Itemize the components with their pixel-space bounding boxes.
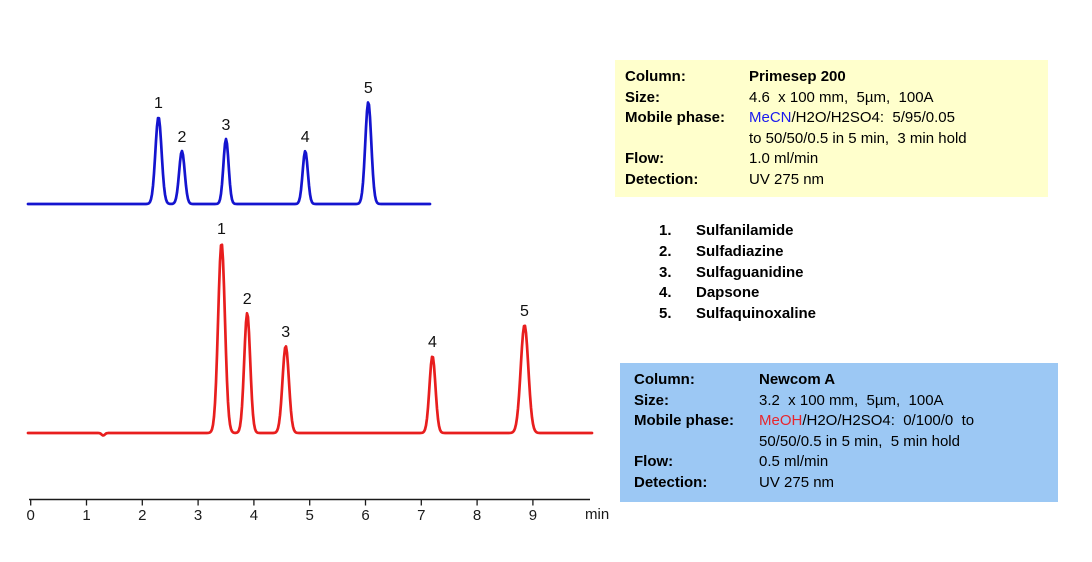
field-value-segment: UV 275 nm — [759, 473, 835, 491]
compound-item: 4. Dapsone — [659, 283, 816, 304]
info-row: Detection: UV 275 nm — [625, 170, 1038, 191]
trace-primesep-blue — [26, 101, 432, 206]
compound-number: 3. — [659, 263, 672, 281]
field-value-segment: Primesep 200 — [749, 68, 846, 85]
info-row: Flow: 0.5 ml/min — [634, 452, 1048, 473]
field-value-segment: 0.5 ml/min — [759, 453, 829, 470]
peak-label: 1 — [217, 221, 226, 238]
peak-label: 3 — [222, 117, 231, 134]
compound-item: 1. Sulfanilamide — [659, 221, 816, 242]
field-value-segment: UV 275 nm — [749, 170, 825, 188]
info-row: Column: Newcom A — [634, 370, 1048, 391]
peak-label: 5 — [520, 303, 529, 320]
peak-label: 1 — [154, 95, 163, 112]
field-label: Mobile phase: — [625, 109, 726, 126]
compound-list: 1. Sulfanilamide 2. Sulfadiazine 3. Sulfaguan… — [659, 221, 816, 325]
field-value-segment: MeOH — [759, 412, 803, 429]
peak-label: 4 — [301, 129, 310, 146]
field-value-line: 0.5 ml/min — [759, 452, 1048, 473]
field-value-line: UV 275 nm — [749, 170, 1038, 191]
field-label: Detection: — [625, 170, 699, 188]
compound-item: 5. Sulfaquinoxaline — [659, 304, 816, 325]
field-value-line: 1.0 ml/min — [749, 149, 1038, 170]
field-value: 4.6 x 100 mm, 5µm, 100A — [749, 88, 1038, 109]
info-row: Size: 3.2 x 100 mm, 5µm, 100A — [634, 391, 1048, 412]
x-axis-tick-label: 5 — [306, 507, 314, 524]
info-row: Mobile phase: MeOH/H2O/H2SO4: 0/100/0 to 5… — [634, 411, 1048, 452]
field-value-line: 50/50/0.5 in 5 min, 5 min hold — [759, 432, 1048, 453]
infobox-newcom-a: Column: Newcom A Size: 3.2 x 100 mm, 5µm, 1… — [620, 363, 1058, 502]
compound-number: 5. — [659, 305, 672, 323]
field-value-line: to 50/50/0.5 in 5 min, 3 min hold — [749, 129, 1038, 150]
field-value-segment: MeCN — [749, 109, 792, 126]
compound-number: 1. — [659, 222, 672, 239]
info-row: Size: 4.6 x 100 mm, 5µm, 100A — [625, 88, 1038, 109]
field-value: MeOH/H2O/H2SO4: 0/100/0 to 50/50/0.5 in 5… — [759, 411, 1048, 452]
info-row: Mobile phase: MeCN/H2O/H2SO4: 5/95/0.05 to… — [625, 108, 1038, 149]
x-axis-tick-label: 4 — [250, 507, 258, 524]
field-value-line: UV 275 nm — [759, 473, 1048, 494]
field-value-line: 3.2 x 100 mm, 5µm, 100A — [759, 391, 1048, 412]
compound-name: Dapsone — [696, 284, 760, 302]
field-value-segment: Newcom A — [759, 371, 836, 388]
field-value-line: MeCN/H2O/H2SO4: 5/95/0.05 — [749, 108, 1038, 129]
compound-number: 4. — [659, 284, 672, 302]
field-label: Flow: — [634, 453, 674, 470]
field-label: Size: — [634, 391, 670, 409]
x-axis-tick-label: 6 — [361, 507, 369, 524]
info-row: Flow: 1.0 ml/min — [625, 149, 1038, 170]
peak-label: 3 — [281, 324, 290, 341]
field-value-segment: to 50/50/0.5 in 5 min, 3 min hold — [749, 129, 967, 147]
field-value: UV 275 nm — [759, 473, 1048, 494]
field-value-segment: 3.2 x 100 mm, 5µm, 100A — [759, 391, 944, 409]
field-value: MeCN/H2O/H2SO4: 5/95/0.05 to 50/50/0.5 in… — [749, 108, 1038, 149]
x-axis-tick-label: 2 — [138, 507, 146, 524]
x-axis-tick-label: 3 — [194, 507, 202, 524]
compound-name: Sulfaquinoxaline — [696, 305, 817, 323]
info-row: Detection: UV 275 nm — [634, 473, 1048, 494]
field-value-line: Primesep 200 — [749, 67, 1038, 88]
field-label: Mobile phase: — [634, 412, 735, 429]
field-value: Newcom A — [759, 370, 1048, 391]
field-value-segment: 1.0 ml/min — [749, 150, 819, 167]
peak-label: 2 — [243, 291, 252, 308]
compound-name: Sulfanilamide — [696, 222, 794, 239]
peak-label: 4 — [428, 334, 437, 351]
peak-label: 2 — [177, 129, 186, 146]
info-row: Column: Primesep 200 — [625, 67, 1038, 88]
field-value-segment: /H2O/H2SO4: 5/95/0.05 — [791, 109, 955, 126]
x-axis-tick-label: 9 — [529, 507, 537, 524]
x-axis-tick-label: 8 — [473, 507, 481, 524]
field-label: Detection: — [634, 473, 708, 491]
field-value-segment: /H2O/H2SO4: 0/100/0 to — [802, 412, 975, 429]
x-axis-unit-label: min — [585, 506, 609, 523]
field-value-line: 4.6 x 100 mm, 5µm, 100A — [749, 88, 1038, 109]
field-value-segment: 50/50/0.5 in 5 min, 5 min hold — [759, 432, 960, 450]
field-value-segment: 4.6 x 100 mm, 5µm, 100A — [749, 88, 934, 106]
field-label: Size: — [625, 88, 661, 106]
field-value: 0.5 ml/min — [759, 452, 1048, 473]
field-label: Column: — [625, 68, 686, 85]
x-axis-tick-label: 0 — [27, 507, 35, 524]
infobox-primesep-200: Column: Primesep 200 Size: 4.6 x 100 mm, 5µ… — [615, 60, 1048, 197]
compound-number: 2. — [659, 242, 672, 260]
compound-name: Sulfadiazine — [696, 242, 784, 260]
trace-newcom-red — [26, 243, 594, 437]
x-axis-tick-label: 7 — [417, 507, 425, 524]
x-axis-tick-label: 1 — [82, 507, 90, 524]
compound-name: Sulfaguanidine — [696, 263, 804, 281]
compound-item: 3. Sulfaguanidine — [659, 263, 816, 284]
field-value: 1.0 ml/min — [749, 149, 1038, 170]
field-label: Flow: — [625, 150, 665, 167]
field-value: Primesep 200 — [749, 67, 1038, 88]
field-label: Column: — [634, 371, 695, 388]
peak-label: 5 — [364, 80, 373, 97]
field-value: UV 275 nm — [749, 170, 1038, 191]
field-value: 3.2 x 100 mm, 5µm, 100A — [759, 391, 1048, 412]
compound-item: 2. Sulfadiazine — [659, 242, 816, 263]
field-value-line: Newcom A — [759, 370, 1048, 391]
field-value-line: MeOH/H2O/H2SO4: 0/100/0 to — [759, 411, 1048, 432]
